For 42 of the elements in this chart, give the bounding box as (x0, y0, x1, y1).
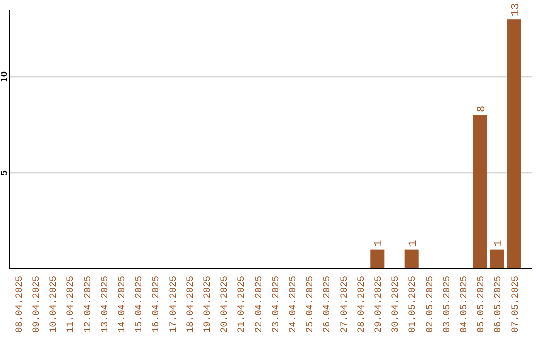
x-tick-label: 21.04.2025 (236, 276, 248, 334)
bar (507, 20, 522, 269)
x-tick-label: 08.04.2025 (14, 276, 25, 334)
x-tick-label: 11.04.2025 (65, 276, 76, 334)
x-tick-label: 14.04.2025 (116, 276, 128, 334)
x-tick-label: 13.04.2025 (99, 276, 110, 334)
x-tick-label: 01.05.2025 (407, 276, 418, 334)
data-label: 13 (510, 3, 522, 17)
x-tick-label: 09.04.2025 (30, 276, 42, 334)
x-tick-label: 10.04.2025 (48, 276, 60, 334)
x-tick-label: 07.05.2025 (510, 276, 521, 334)
y-tick-label: 5 (0, 170, 9, 176)
data-label: 1 (493, 240, 506, 247)
x-tick-label: 29.04.2025 (372, 276, 384, 334)
x-tick-label: 17.04.2025 (168, 276, 179, 334)
x-tick-label: 12.04.2025 (82, 276, 94, 334)
x-tick-label: 05.05.2025 (476, 276, 487, 334)
x-tick-label: 22.04.2025 (253, 276, 264, 334)
data-label: 1 (374, 240, 386, 247)
data-label: 8 (476, 106, 488, 113)
x-tick-label: 27.04.2025 (338, 276, 350, 334)
x-tick-label: 03.05.2025 (441, 276, 452, 334)
x-tick-label: 06.05.2025 (492, 276, 504, 334)
bar (404, 250, 419, 269)
x-tick-label: 24.04.2025 (287, 276, 298, 334)
x-tick-label: 28.04.2025 (356, 276, 367, 334)
x-tick-label: 16.04.2025 (150, 276, 162, 334)
x-tick-label: 15.04.2025 (134, 276, 145, 334)
bar (473, 116, 488, 269)
x-tick-label: 26.04.2025 (322, 276, 333, 334)
data-label: 1 (408, 240, 420, 247)
bar (370, 250, 385, 269)
x-tick-label: 04.05.2025 (458, 276, 470, 334)
y-tick-label: 10 (0, 71, 9, 83)
x-tick-label: 25.04.2025 (304, 276, 316, 334)
x-tick-label: 19.04.2025 (202, 276, 213, 334)
x-tick-label: 20.04.2025 (219, 276, 230, 334)
x-tick-label: 23.04.2025 (270, 276, 282, 334)
x-tick-label: 18.04.2025 (184, 276, 196, 334)
bar (490, 250, 504, 269)
x-tick-label: 30.04.2025 (390, 276, 402, 334)
x-tick-label: 02.05.2025 (424, 276, 436, 334)
